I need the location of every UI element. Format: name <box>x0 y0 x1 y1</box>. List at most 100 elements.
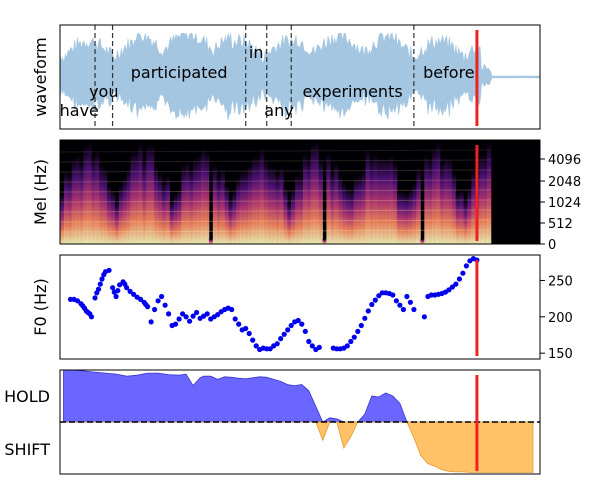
word-label-participated: participated <box>131 63 228 82</box>
mel-column <box>181 164 186 244</box>
f0-point <box>393 298 399 304</box>
f0-point <box>115 288 121 294</box>
f0-point <box>355 328 361 334</box>
mel-column <box>365 148 370 244</box>
mel-column <box>60 194 65 244</box>
f0-point <box>456 276 462 282</box>
f0-point <box>148 319 154 325</box>
mel-harmonic <box>60 149 491 153</box>
mel-column <box>236 177 241 244</box>
mel-column <box>169 201 174 244</box>
shift-label: SHIFT <box>4 440 50 459</box>
f0-point <box>316 344 322 350</box>
mel-column <box>107 184 112 244</box>
f0-point <box>411 306 417 313</box>
mel-column <box>259 148 265 244</box>
mel-column <box>244 170 249 244</box>
mel-column <box>189 167 194 244</box>
f0-point <box>369 301 375 308</box>
mel-column <box>240 171 245 244</box>
f0-point <box>281 331 287 337</box>
mel-column <box>346 188 351 244</box>
mel-column <box>71 157 77 244</box>
mel-column <box>228 198 233 244</box>
mel-column <box>267 165 272 244</box>
mel-column <box>428 158 433 244</box>
word-label-in: in <box>249 43 264 62</box>
f0-point <box>397 302 403 308</box>
mel-column <box>122 178 127 244</box>
f0-point <box>204 311 210 317</box>
f0-point <box>400 306 406 313</box>
f0-point <box>145 304 151 310</box>
mel-column <box>130 151 135 244</box>
mel-column <box>252 156 257 244</box>
mel-panel: 0 512 1024 2048 4096 Mel (Hz) <box>31 139 581 253</box>
mel-column <box>161 182 167 244</box>
mel-column <box>479 154 484 244</box>
f0-point <box>110 285 116 291</box>
mel-column <box>299 175 304 244</box>
mel-column <box>318 158 323 244</box>
f0-point <box>288 322 294 329</box>
f0-point <box>295 317 301 324</box>
f0-point <box>180 311 186 317</box>
f0-point <box>215 312 221 318</box>
mel-harmonic <box>60 159 491 163</box>
shift-area <box>63 421 534 473</box>
mel-column <box>389 155 394 244</box>
mel-column <box>248 163 253 244</box>
mel-column <box>436 142 441 244</box>
mel-column <box>420 238 425 244</box>
mel-column <box>126 168 131 244</box>
mel-column <box>197 155 202 244</box>
f0-point <box>376 293 382 299</box>
mel-column <box>291 189 296 244</box>
f0-point <box>453 281 459 287</box>
f0-point <box>124 285 130 291</box>
mel-column <box>295 174 300 244</box>
mel-column <box>416 167 421 244</box>
mel-column <box>134 150 139 244</box>
mel-column <box>349 189 355 244</box>
mel-column <box>302 153 308 244</box>
mel-harmonic <box>60 179 491 183</box>
f0-point <box>390 292 396 298</box>
mel-harmonic <box>60 189 491 193</box>
mel-column <box>322 238 327 244</box>
f0-point <box>187 318 193 324</box>
mel-ytick-label: 512 <box>548 217 573 232</box>
waveform-frame <box>59 24 541 130</box>
mel-column <box>79 160 84 244</box>
mel-column <box>146 144 151 244</box>
mel-column <box>326 153 331 244</box>
mel-column <box>287 202 292 244</box>
f0-point <box>131 291 137 297</box>
mel-column <box>99 165 104 244</box>
mel-column <box>357 174 362 244</box>
mel-ytick-label: 4096 <box>548 153 581 168</box>
mel-column <box>95 150 100 244</box>
mel-column <box>271 167 276 244</box>
mel-column <box>91 155 96 244</box>
f0-point <box>127 288 133 294</box>
mel-column <box>193 158 198 244</box>
mel-column <box>232 190 237 244</box>
f0-point <box>166 311 172 317</box>
mel-column <box>443 156 449 244</box>
f0-point <box>183 314 189 320</box>
f0-point <box>299 321 305 327</box>
f0-point <box>365 308 371 314</box>
hold-label: HOLD <box>4 387 50 406</box>
f0-point <box>229 306 235 313</box>
mel-column <box>334 161 339 244</box>
word-label-any: any <box>264 101 293 120</box>
turn-taking-frame <box>59 369 541 475</box>
mel-column <box>404 193 410 244</box>
f0-point <box>106 267 112 273</box>
f0-point <box>449 284 455 290</box>
mel-column <box>173 193 178 244</box>
f0-point <box>306 338 312 345</box>
